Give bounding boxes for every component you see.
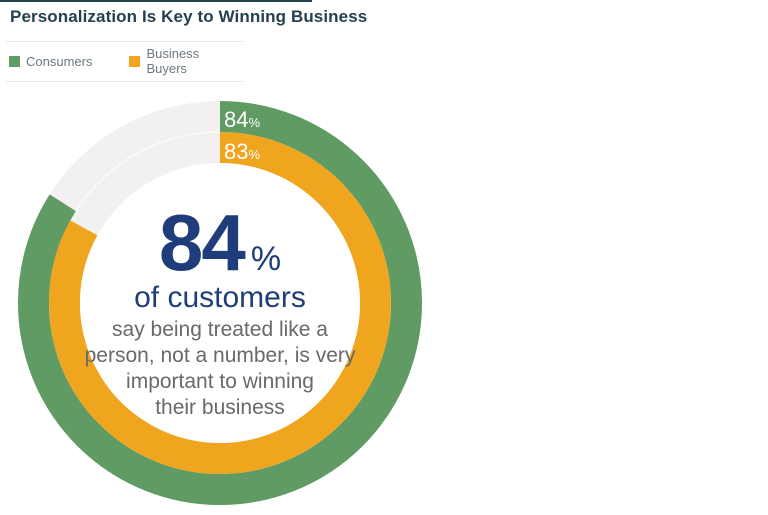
center-stat-unit: % (250, 240, 282, 278)
business-buyers-swatch-icon (129, 55, 141, 67)
consumers-swatch-icon (9, 55, 20, 67)
donut-svg: 84% 83% (18, 101, 422, 505)
donut-chart: 84% 83% (0, 85, 440, 515)
center-description: say being treated like a person, not a n… (20, 317, 420, 421)
center-stat-value: 84 (158, 198, 246, 287)
cropped-top-artifact (0, 0, 312, 2)
page-title: Personalization Is Key to Winning Busine… (10, 7, 368, 26)
outer-ring-value-label: 84% (224, 107, 260, 132)
legend-label-consumers: Consumers (26, 53, 93, 69)
legend-item-business-buyers: Business Buyers (129, 46, 243, 76)
donut-center-text: 84 % of customers say being treated like… (20, 198, 420, 421)
legend-label-business-buyers: Business Buyers (146, 46, 200, 76)
center-stat: 84 % (20, 198, 420, 287)
donut-center-disc (80, 163, 360, 443)
inner-ring-value-label: 83% (224, 139, 260, 164)
consumers-arc (18, 101, 422, 505)
center-description-line: their business (155, 395, 285, 419)
legend: Consumers Business Buyers (6, 41, 243, 82)
center-description-line: important to winning (126, 369, 314, 393)
center-stat-subtitle: of customers (134, 280, 306, 314)
legend-item-consumers: Consumers (9, 54, 92, 69)
center-description-line: say being treated like a (112, 317, 328, 341)
business-buyers-arc (49, 132, 391, 474)
center-description-line: person, not a number, is very (84, 343, 356, 367)
